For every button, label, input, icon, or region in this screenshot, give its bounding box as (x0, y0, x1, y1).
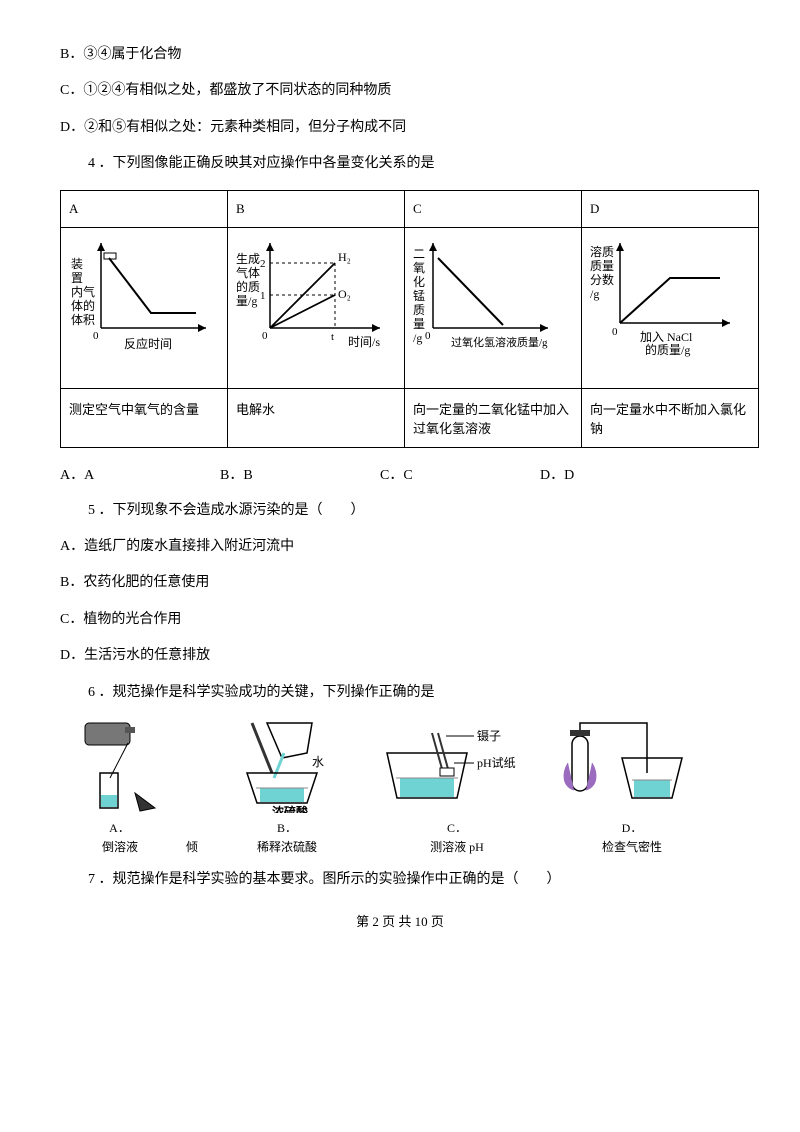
fig-d-svg (552, 718, 712, 813)
svg-text:锰: 锰 (413, 288, 425, 303)
svg-text:1: 1 (260, 290, 266, 302)
q5-opt-d: D．生活污水的任意排放 (60, 645, 740, 667)
q3-option-c: C．①②④有相似之处，都盛放了不同状态的同种物质 (60, 80, 740, 102)
q6-fig-b: 水 浓硫酸 B． 稀释浓硫酸 (212, 718, 362, 855)
svg-text:时间/s: 时间/s (348, 335, 380, 349)
svg-text:二: 二 (413, 247, 425, 261)
fig-a-svg (60, 718, 180, 813)
q6-fig-a: A． 倒溶液 (60, 718, 180, 855)
q4-header-row: A B C D (61, 190, 759, 227)
q6-fig-d: D． 检查气密性 (552, 718, 712, 855)
q6-stem: 6 ．规范操作是科学实验成功的关键，下列操作正确的是 (60, 682, 740, 704)
svg-text:的质量/g: 的质量/g (645, 342, 690, 357)
svg-text:2: 2 (260, 258, 266, 270)
svg-text:/g: /g (590, 287, 599, 301)
svg-text:镊子: 镊子 (477, 729, 501, 743)
q4-desc-a: 测定空气中氧气的含量 (61, 388, 228, 447)
q4-table: A B C D 装 置 内气 体的 体积 (60, 190, 759, 448)
chart-d-svg: 溶质 质量 分数 /g 0 加入 NaCl 的质量/g (590, 238, 750, 358)
q5-stem: 5 ．下列现象不会造成水源污染的是（ ） (60, 500, 740, 522)
svg-text:溶质: 溶质 (590, 244, 614, 259)
svg-text:加入 NaCl: 加入 NaCl (640, 330, 693, 344)
svg-text:0: 0 (425, 330, 431, 342)
svg-text:分数: 分数 (590, 272, 614, 287)
q5-opt-c: C．植物的光合作用 (60, 609, 740, 631)
svg-text:的质: 的质 (236, 279, 260, 294)
svg-text:氧: 氧 (413, 261, 425, 275)
q4-options: A．A B．B C．C D．D (60, 464, 740, 484)
q4-chart-b: 生成 气体 的质 量/g H₂ O₂ (228, 227, 405, 388)
q3-option-b: B．③④属于化合物 (60, 44, 740, 66)
svg-text:/g: /g (413, 331, 422, 345)
svg-text:H₂: H₂ (338, 250, 351, 264)
q4-chart-row: 装 置 内气 体的 体积 0 反应时间 (61, 227, 759, 388)
q4-stem: 4 ．下列图像能正确反映其对应操作中各量变化关系的是 (60, 153, 740, 175)
svg-text:O₂: O₂ (338, 287, 351, 301)
q4-chart-d: 溶质 质量 分数 /g 0 加入 NaCl 的质量/g (582, 227, 759, 388)
q4-opt-a: A．A (60, 464, 220, 484)
chart-b-svg: 生成 气体 的质 量/g H₂ O₂ (236, 238, 396, 358)
svg-text:浓硫酸: 浓硫酸 (272, 804, 309, 813)
q4-opt-b: B．B (220, 464, 380, 484)
fig-c-svg: 镊子 pH试纸 (372, 718, 542, 813)
chart-a-ylabel5: 体积 (71, 313, 95, 327)
q4-header-a: A (61, 190, 228, 227)
svg-text:气体: 气体 (236, 265, 260, 280)
page-footer: 第 2 页 共 10 页 (60, 911, 740, 930)
q4-opt-c: C．C (380, 464, 540, 484)
q4-header-d: D (582, 190, 759, 227)
chart-a-xlabel: 反应时间 (124, 336, 172, 351)
svg-text:水: 水 (312, 755, 324, 769)
q3-option-d: D．②和⑤有相似之处：元素种类相同，但分子构成不同 (60, 117, 740, 139)
svg-text:0: 0 (262, 330, 268, 342)
svg-text:生成: 生成 (236, 252, 260, 266)
svg-text:0: 0 (612, 326, 618, 338)
svg-text:0: 0 (93, 330, 99, 342)
svg-text:质量: 质量 (590, 259, 614, 273)
svg-text:化: 化 (413, 275, 425, 289)
q6-a-suffix: 倾 (182, 838, 202, 855)
q6-fig-c: 镊子 pH试纸 C． 测溶液 pH (372, 718, 542, 855)
q5-opt-b: B．农药化肥的任意使用 (60, 572, 740, 594)
svg-text:质: 质 (413, 303, 425, 317)
chart-a-svg: 装 置 内气 体的 体积 0 反应时间 (69, 238, 219, 358)
svg-text:量: 量 (413, 317, 425, 331)
q4-header-b: B (228, 190, 405, 227)
chart-a-ylabel2: 置 (71, 271, 83, 285)
chart-a-ylabel3: 内气 (71, 284, 95, 299)
svg-text:t: t (331, 331, 334, 343)
svg-text:pH试纸: pH试纸 (477, 755, 516, 770)
page-container: B．③④属于化合物 C．①②④有相似之处，都盛放了不同状态的同种物质 D．②和⑤… (0, 0, 800, 950)
fig-b-svg: 水 浓硫酸 (212, 718, 362, 813)
q4-opt-d: D．D (540, 464, 700, 484)
q4-chart-c: 二 氧 化 锰 质 量 /g 0 过氧化氢溶液质量/g (405, 227, 582, 388)
q4-desc-b: 电解水 (228, 388, 405, 447)
q4-desc-row: 测定空气中氧气的含量 电解水 向一定量的二氧化锰中加入过氧化氢溶液 向一定量水中… (61, 388, 759, 447)
chart-a-ylabel: 装 (71, 257, 83, 271)
q5-opt-a: A．造纸厂的废水直接排入附近河流中 (60, 536, 740, 558)
q7-stem: 7 ．规范操作是科学实验的基本要求。图所示的实验操作中正确的是（ ） (60, 869, 740, 891)
q4-desc-d: 向一定量水中不断加入氯化钠 (582, 388, 759, 447)
chart-a-ylabel4: 体的 (71, 298, 95, 313)
q4-desc-c: 向一定量的二氧化锰中加入过氧化氢溶液 (405, 388, 582, 447)
q4-chart-a: 装 置 内气 体的 体积 0 反应时间 (61, 227, 228, 388)
q4-header-c: C (405, 190, 582, 227)
svg-text:量/g: 量/g (236, 294, 257, 308)
svg-text:过氧化氢溶液质量/g: 过氧化氢溶液质量/g (451, 335, 548, 349)
chart-c-svg: 二 氧 化 锰 质 量 /g 0 过氧化氢溶液质量/g (413, 238, 573, 358)
q6-figures: A． 倒溶液 倾 水 浓硫酸 B． 稀释浓硫酸 (60, 718, 740, 855)
